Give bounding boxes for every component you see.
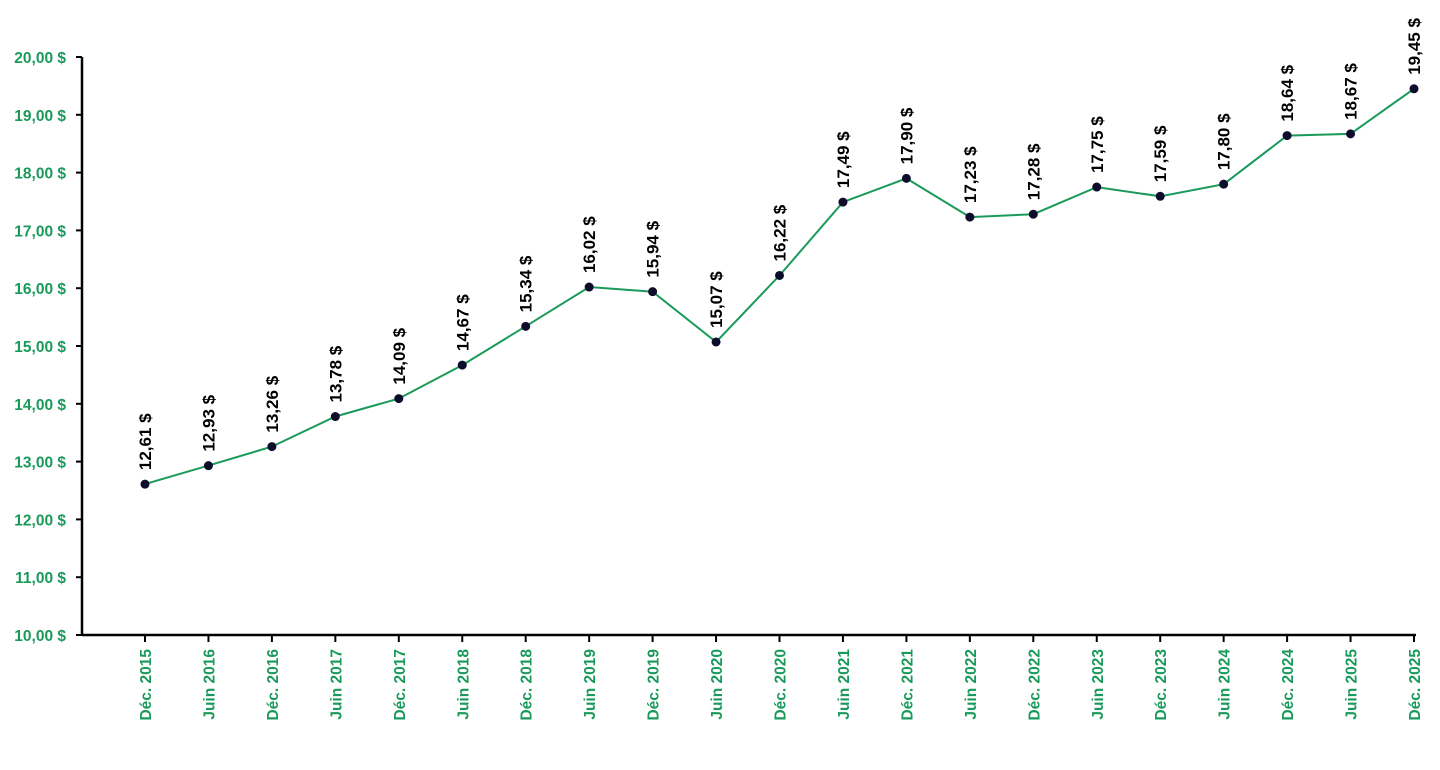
- data-label: 12,61 $: [136, 413, 155, 470]
- data-label: 14,09 $: [390, 327, 409, 384]
- data-point: [1028, 209, 1038, 219]
- x-tick-label: Déc. 2016: [265, 649, 282, 721]
- y-axis-tick-labels: 10,00 $ 11,00 $ 12,00 $ 13,00 $ 14,00 $ 15,00…: [14, 50, 66, 645]
- x-axis-tick-labels: Déc. 2015 Juin 2016 Déc. 2016 Juin 2017 Déc.…: [138, 649, 1424, 721]
- y-tick-label: 18,00 $: [14, 166, 66, 183]
- x-tick-label: Juin 2019: [582, 649, 599, 720]
- x-tick-label: Juin 2022: [963, 649, 980, 720]
- x-tick-label: Déc. 2024: [1280, 649, 1297, 721]
- y-tick-label: 20,00 $: [14, 50, 66, 67]
- x-tick-label: Juin 2020: [709, 649, 726, 720]
- series-markers: [140, 84, 1419, 489]
- data-label: 18,64 $: [1278, 64, 1297, 121]
- data-point: [330, 412, 340, 422]
- x-tick-label: Déc. 2020: [773, 649, 790, 721]
- data-point: [140, 479, 150, 489]
- data-label: 19,45 $: [1405, 18, 1424, 75]
- data-label: 17,23 $: [961, 146, 980, 203]
- data-point: [1346, 129, 1356, 139]
- x-tick-label: Juin 2023: [1090, 649, 1107, 720]
- data-label: 13,26 $: [263, 375, 282, 432]
- data-label: 12,93 $: [199, 394, 218, 451]
- data-point: [648, 287, 658, 297]
- y-tick-label: 11,00 $: [15, 570, 66, 587]
- x-tick-label: Déc. 2015: [138, 649, 155, 721]
- data-point: [267, 442, 277, 452]
- data-label: 18,67 $: [1342, 63, 1361, 120]
- data-label: 17,90 $: [897, 107, 916, 164]
- y-tick-label: 17,00 $: [14, 223, 66, 240]
- data-label: 14,67 $: [453, 294, 472, 351]
- y-tick-label: 10,00 $: [14, 628, 66, 645]
- data-point: [203, 461, 213, 471]
- x-tick-label: Déc. 2019: [646, 649, 663, 721]
- data-point: [775, 270, 784, 280]
- data-label: 15,94 $: [644, 220, 663, 277]
- y-tick-label: 15,00 $: [14, 339, 66, 356]
- data-label: 16,22 $: [771, 204, 790, 261]
- data-point: [1092, 182, 1102, 192]
- data-point: [901, 173, 911, 183]
- data-label: 17,59 $: [1151, 125, 1170, 182]
- x-tick-label: Déc. 2023: [1153, 649, 1170, 721]
- data-point: [584, 282, 594, 292]
- data-label: 17,49 $: [834, 131, 853, 188]
- x-tick-label: Déc. 2021: [899, 649, 916, 721]
- x-tick-label: Juin 2016: [201, 649, 218, 720]
- data-labels: 12,61 $ 12,93 $ 13,26 $ 13,78 $ 14,09 $ 14,67…: [136, 18, 1424, 471]
- data-point: [457, 360, 467, 370]
- x-tick-label: Déc. 2022: [1026, 649, 1043, 721]
- data-label: 15,34 $: [517, 255, 536, 312]
- data-label: 17,80 $: [1215, 113, 1234, 170]
- x-tick-label: Juin 2017: [328, 649, 345, 720]
- x-tick-label: Déc. 2018: [519, 649, 536, 721]
- x-tick-label: Déc. 2025: [1407, 649, 1424, 721]
- y-tick-label: 19,00 $: [14, 108, 66, 125]
- data-point: [1155, 191, 1165, 201]
- axes: [76, 56, 1416, 642]
- data-point: [394, 394, 404, 404]
- data-point: [965, 212, 975, 222]
- y-tick-label: 16,00 $: [14, 281, 66, 298]
- x-tick-label: Juin 2024: [1217, 649, 1234, 720]
- data-point: [838, 197, 848, 207]
- data-point: [1282, 131, 1292, 141]
- y-tick-label: 13,00 $: [14, 455, 66, 472]
- data-point: [521, 321, 531, 331]
- data-point: [1219, 179, 1229, 189]
- y-tick-label: 12,00 $: [14, 512, 66, 529]
- data-label: 13,78 $: [326, 345, 345, 402]
- x-tick-label: Juin 2018: [455, 649, 472, 720]
- data-point: [1409, 84, 1419, 94]
- data-point: [711, 337, 721, 347]
- data-label: 16,02 $: [580, 216, 599, 273]
- data-label: 17,28 $: [1024, 143, 1043, 200]
- x-tick-label: Déc. 2017: [392, 649, 409, 721]
- data-label: 17,75 $: [1088, 116, 1107, 173]
- data-label: 15,07 $: [707, 271, 726, 328]
- y-tick-label: 14,00 $: [14, 397, 66, 414]
- x-tick-label: Juin 2021: [836, 649, 853, 720]
- x-tick-label: Juin 2025: [1344, 649, 1361, 720]
